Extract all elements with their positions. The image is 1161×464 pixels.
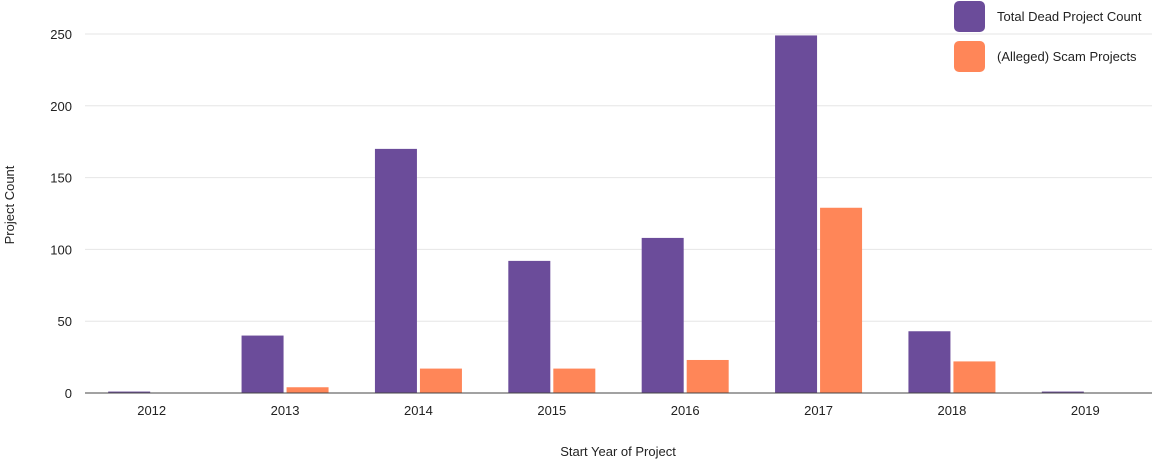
x-tick-label: 2017 [804,403,833,418]
x-tick-label: 2015 [537,403,566,418]
bar-total-dead-2013 [241,335,284,393]
x-tick-label: 2016 [671,403,700,418]
x-tick-label: 2014 [404,403,433,418]
x-tick-label: 2018 [937,403,966,418]
bar-alleged-scam-2014 [419,368,462,393]
bar-total-dead-2017 [775,35,818,393]
x-axis-ticks: 2012 2013 2014 2015 2016 2017 2018 2019 [137,403,1100,418]
bar-alleged-scam-2015 [553,368,596,393]
bar-total-dead-2018 [908,331,951,393]
y-tick-label: 100 [50,242,72,257]
x-axis-title: Start Year of Project [560,444,676,459]
bar-total-dead-2016 [641,237,684,393]
bar-alleged-scam-2018 [953,361,996,393]
bar-total-dead-2015 [508,260,551,393]
y-tick-label: 250 [50,27,72,42]
y-tick-label: 50 [58,314,72,329]
bars [108,35,1084,393]
legend-label: (Alleged) Scam Projects [997,49,1137,64]
x-tick-label: 2019 [1071,403,1100,418]
y-tick-label: 200 [50,99,72,114]
y-axis-title: Project Count [2,165,17,244]
bar-alleged-scam-2016 [686,359,729,393]
legend-label: Total Dead Project Count [997,9,1142,24]
y-tick-label: 0 [65,386,72,401]
legend-swatch [954,41,985,72]
bar-alleged-scam-2017 [820,207,863,393]
x-tick-label: 2013 [271,403,300,418]
legend-swatch [954,1,985,32]
y-axis-ticks: 0 50 100 150 200 250 [50,27,72,401]
grid-lines [85,33,1152,322]
bar-total-dead-2012 [108,391,151,393]
bar-total-dead-2019 [1041,391,1084,393]
y-tick-label: 150 [50,171,72,186]
bar-alleged-scam-2013 [286,387,329,393]
legend: Total Dead Project Count (Alleged) Scam P… [954,1,1142,72]
x-tick-label: 2012 [137,403,166,418]
bar-total-dead-2014 [374,148,417,393]
